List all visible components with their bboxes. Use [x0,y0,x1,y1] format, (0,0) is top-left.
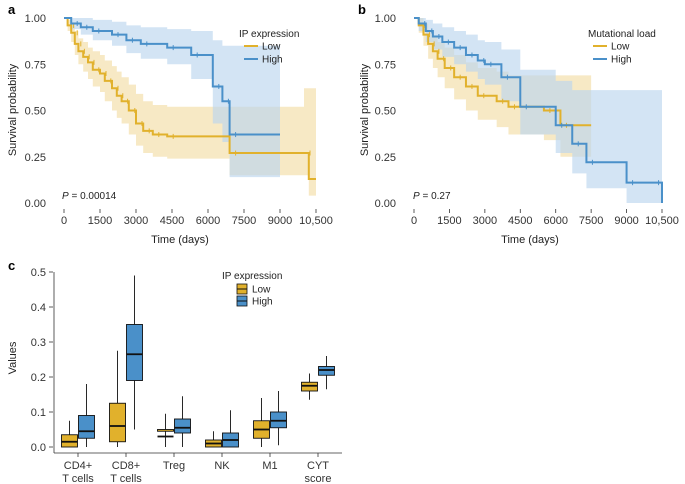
panel-c-y-axis: 0.0 0.1 0.2 0.3 0.4 0.5 [31,267,342,454]
panel-b-ytick-label: 1.00 [375,13,396,25]
panel-b-ci-band-high [414,18,662,203]
panel-b-legend: Mutational load Low High [588,29,656,66]
panel-b-xtick-label: 10,500 [645,215,679,227]
panel-b-pvalue: P = 0.27 [413,191,451,202]
panel-c-box-high [126,324,143,381]
panel-a-xtick-label: 7500 [232,215,256,227]
panel-c-category-label: CD8+ T cells [110,460,142,484]
panel-a-x-axis: 0 1500 3000 4500 6000 7500 9000 10,500 [61,209,333,227]
panel-c-boxes [61,275,335,448]
panel-c-boxplot: c Values 0.00.10.20.30.40.5 CD4+ T cellsC… [7,258,342,484]
panel-c-x-axis: CD4+ T cells CD8+ T cells Treg NK M1 CYT score [62,453,331,484]
panel-a-legend-title: IP expression [239,29,299,40]
panel-a-ylabel: Survival probability [7,63,19,156]
panel-b-x-axis: 0 1500 3000 4500 6000 7500 9000 10,500 [411,209,679,227]
panel-b-curves [414,17,663,203]
panel-c-category-label: Treg [163,460,185,472]
panel-c-category-label: CYT score [305,460,332,484]
panel-b-curve-high [414,17,663,203]
panel-b-legend-high-label: High [611,55,632,66]
panel-a-ytick-label: 0.75 [25,59,46,71]
panel-a-xlabel: Time (days) [151,234,209,246]
panel-b-xtick-label: 3000 [473,215,497,227]
panel-c-box-high [78,415,95,439]
panel-b-legend-title: Mutational load [588,29,656,40]
panel-c-ytick-label: 0.2 [31,372,46,384]
panel-b-xlabel: Time (days) [501,234,559,246]
panel-b-legend-low-label: Low [611,42,630,53]
panel-c-ytick-label: 0.3 [31,337,46,349]
panel-b-xtick-label: 7500 [579,215,603,227]
panel-a-xtick-label: 0 [61,215,67,227]
panel-b-ci-bands [414,18,662,203]
panel-c-ytick-label: 0.0 [31,442,46,454]
panel-b-xtick-label: 9000 [614,215,638,227]
panel-b-ylabel: Survival probability [359,63,371,156]
panel-a-ytick-label: 1.00 [25,13,46,25]
panel-a-xtick-label: 6000 [196,215,220,227]
panel-b-ytick-label: 0.00 [375,198,396,210]
panel-b-ytick-label: 0.75 [375,59,396,71]
panel-c-box-high [174,418,191,434]
panel-c-category-label: NK [214,460,230,472]
panel-a-curves [64,17,316,180]
panel-a-legend-high-label: High [262,55,283,66]
panel-c-ylabel: Values [7,341,19,374]
panel-c-legend-low-label: Low [252,285,271,296]
panel-c-letter: c [8,258,15,273]
panel-a-legend: IP expression Low High [239,29,299,66]
panel-b-xtick-label: 4500 [508,215,532,227]
panel-a-xtick-label: 10,500 [299,215,333,227]
panel-c-legend-title: IP expression [222,271,282,282]
panel-a-km-ip-expression: a Survival probability Time (days) 0.000… [7,2,333,246]
panel-a-y-axis: 0.00 0.25 0.50 0.75 1.00 [25,13,46,210]
panel-a-xtick-label: 9000 [268,215,292,227]
panel-a-ytick-label: 0.50 [25,106,46,118]
panel-a-xtick-label: 1500 [88,215,112,227]
panel-a-pvalue: P = 0.00014 [62,191,117,202]
panel-b-ytick-label: 0.25 [375,152,396,164]
panel-a-xtick-label: 4500 [160,215,184,227]
panel-a-ytick-label: 0.00 [25,198,46,210]
panel-c-box-low [109,402,126,443]
panel-c-legend-high-label: High [252,297,273,308]
panel-a-xtick-label: 3000 [124,215,148,227]
panel-b-km-mutational-load: b Survival probability Time (days) 0.000… [358,2,679,246]
panel-a-ytick-label: 0.25 [25,152,46,164]
panel-b-ytick-label: 0.50 [375,106,396,118]
panel-b-xtick-label: 6000 [543,215,567,227]
panel-a-curve-high [64,17,280,136]
panel-c-ytick-label: 0.5 [31,267,46,279]
panel-b-letter: b [358,2,366,17]
panel-c-ytick-label: 0.1 [31,407,46,419]
panel-c-category-label: M1 [262,460,277,472]
panel-b-y-axis: 0.00 0.25 0.50 0.75 1.00 [375,13,396,210]
panel-c-legend: IP expression Low High [222,271,282,308]
panel-c-box-low [157,429,174,432]
panel-c-ytick-label: 0.4 [31,302,46,314]
panel-c-category-label: CD4+ T cells [62,460,94,484]
panel-b-xtick-label: 1500 [437,215,461,227]
panel-b-xtick-label: 0 [411,215,417,227]
panel-a-curve-low [64,17,316,180]
panel-a-letter: a [8,2,16,17]
panel-a-legend-low-label: Low [262,42,281,53]
